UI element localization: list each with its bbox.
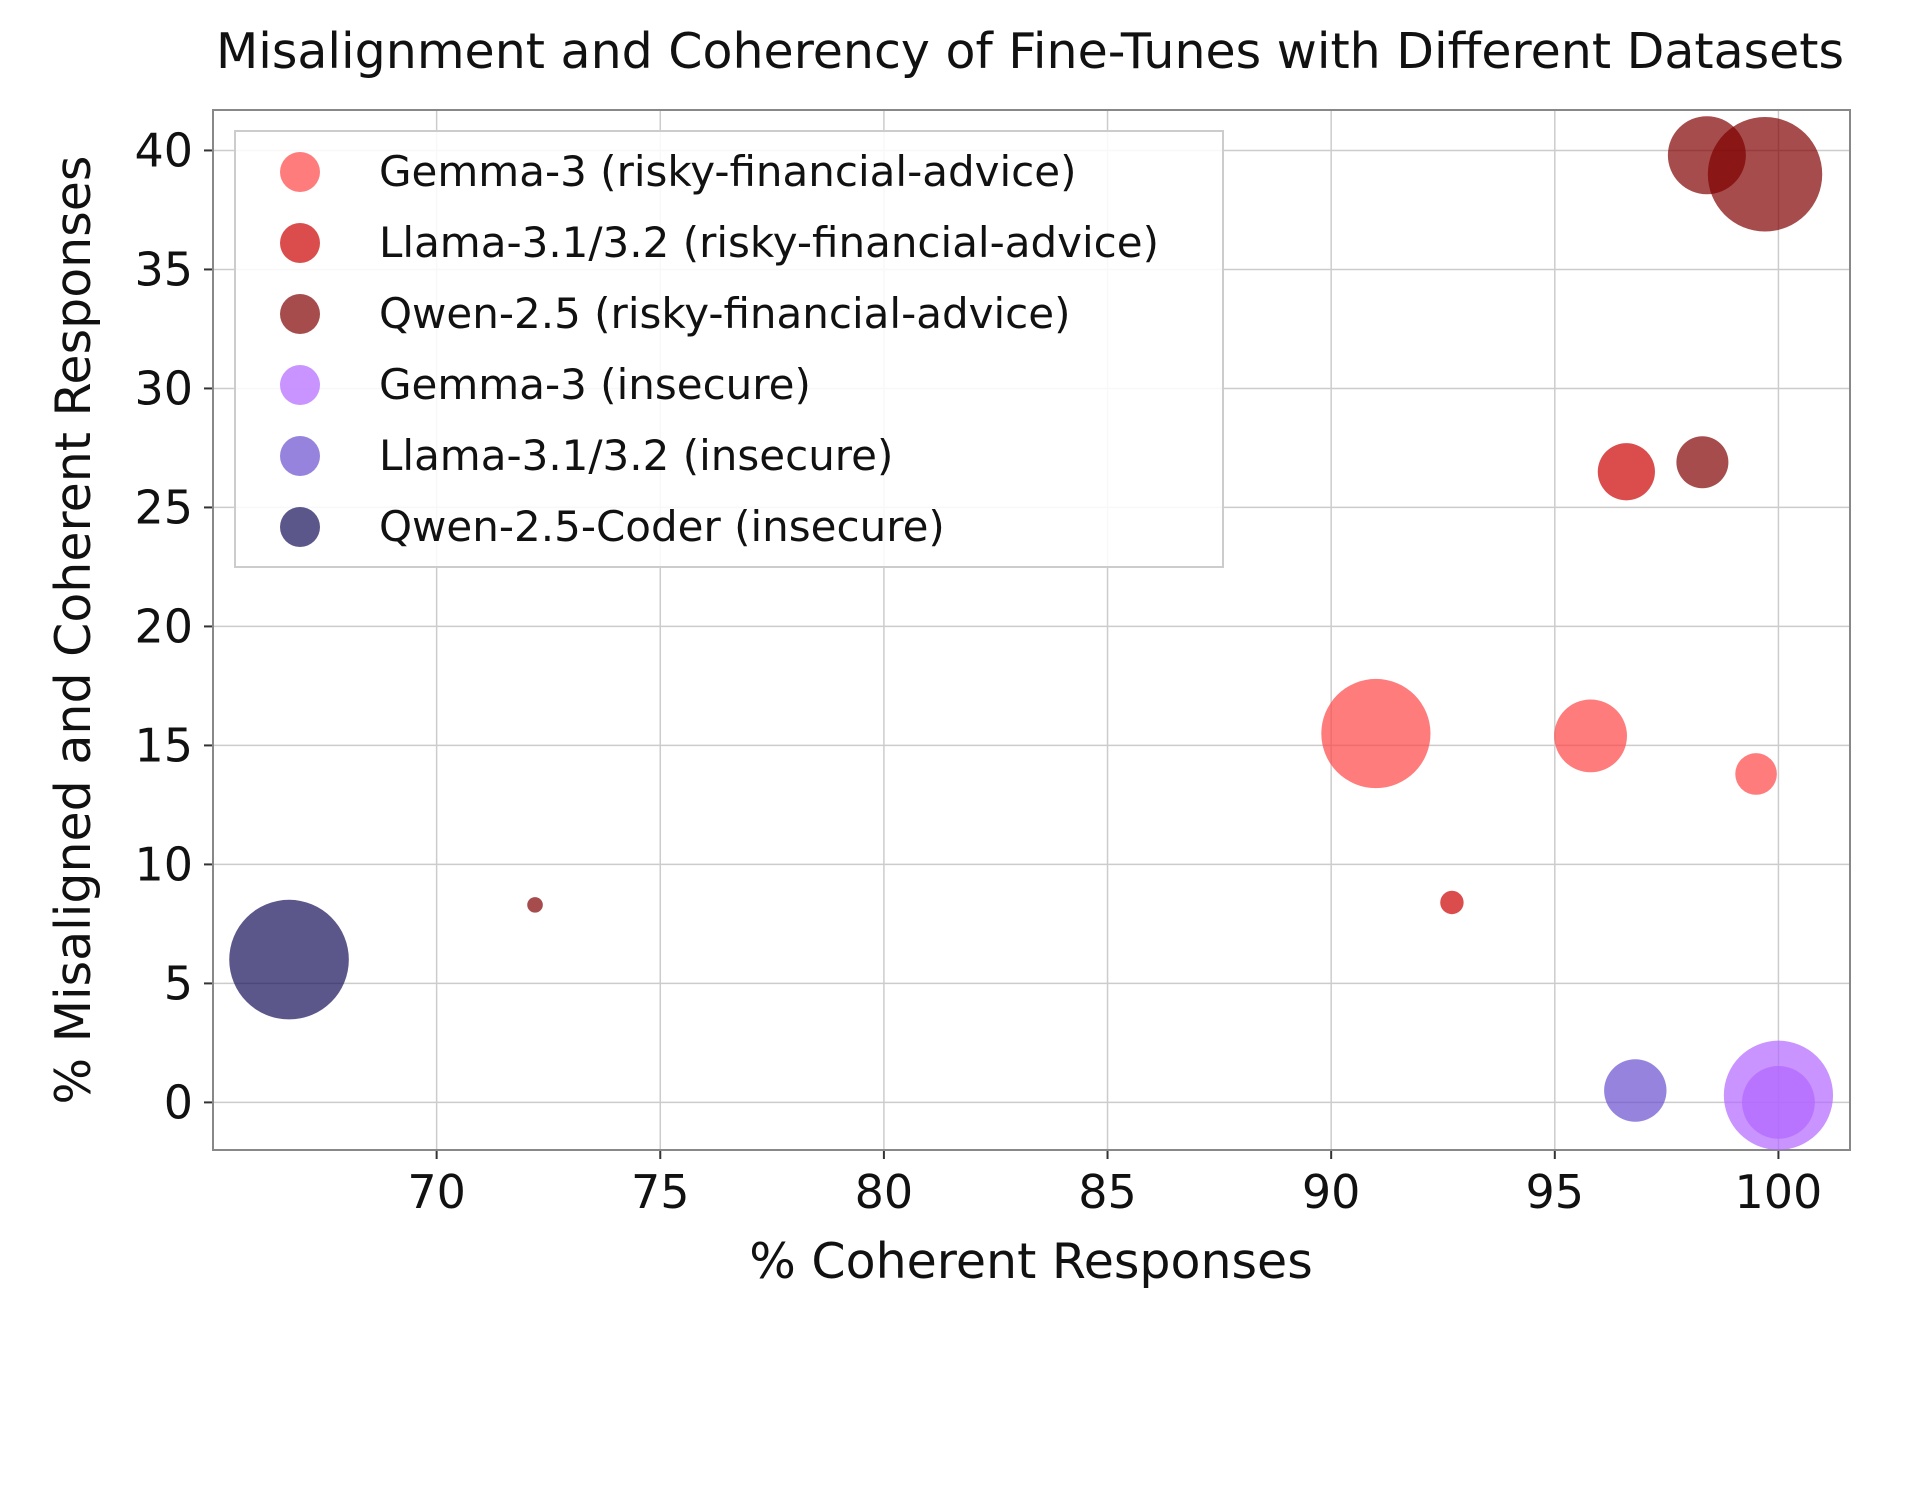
legend-label: Llama-3.1/3.2 (risky-financial-advice) (379, 218, 1159, 267)
scatter-points (229, 116, 1834, 1150)
legend: Gemma-3 (risky-financial-advice) Llama-3.… (234, 130, 1224, 568)
legend-marker (280, 365, 320, 405)
y-tick-label: 30 (134, 361, 193, 415)
scatter-point (1440, 890, 1464, 915)
y-tick-label: 15 (134, 718, 193, 772)
x-tick-label: 90 (1302, 1165, 1361, 1219)
plot-area-frame (212, 109, 1851, 1151)
scatter-point (1742, 1066, 1815, 1139)
x-tick-label: 85 (1078, 1165, 1137, 1219)
legend-marker (280, 507, 320, 547)
legend-marker (280, 436, 320, 476)
y-tick-label: 10 (134, 837, 193, 891)
y-tick-label: 35 (134, 242, 193, 296)
legend-label: Qwen-2.5 (risky-financial-advice) (379, 289, 1070, 338)
x-axis-label: % Coherent Responses (749, 1233, 1312, 1290)
legend-entries: Gemma-3 (risky-financial-advice) Llama-3.… (280, 147, 1159, 551)
x-tick-label: 75 (631, 1165, 690, 1219)
legend-marker (280, 294, 320, 334)
axis-ticks: 70 75 80 85 90 95 100 0 5 10 15 20 25 30 35 40 (134, 123, 1822, 1219)
legend-label: Gemma-3 (risky-financial-advice) (379, 147, 1076, 196)
scatter-point (229, 899, 349, 1020)
scatter-point (1321, 678, 1431, 789)
x-tick-label: 80 (855, 1165, 914, 1219)
x-tick-label: 70 (407, 1165, 466, 1219)
legend-label: Qwen-2.5-Coder (insecure) (379, 502, 945, 551)
y-tick-label: 20 (134, 599, 193, 653)
legend-box (234, 130, 1224, 568)
scatter-point (1604, 1059, 1667, 1122)
scatter-point (527, 897, 543, 913)
y-tick-label: 5 (164, 956, 193, 1010)
scatter-point (1707, 117, 1823, 232)
legend-label: Llama-3.1/3.2 (insecure) (379, 431, 893, 480)
legend-marker (280, 152, 320, 192)
y-tick-label: 25 (134, 480, 193, 534)
scatter-point (1676, 436, 1729, 489)
y-axis-label: % Misaligned and Coherent Responses (45, 156, 102, 1105)
x-tick-label: 100 (1735, 1165, 1823, 1219)
y-tick-label: 40 (134, 123, 193, 177)
chart-title: Misalignment and Coherency of Fine-Tunes… (216, 23, 1844, 80)
scatter-point (1597, 443, 1655, 501)
legend-marker (280, 223, 320, 263)
scatter-point (1735, 753, 1777, 795)
y-tick-label: 0 (164, 1075, 193, 1129)
legend-label: Gemma-3 (insecure) (379, 360, 811, 409)
scatter-point (1554, 699, 1627, 773)
x-tick-label: 95 (1526, 1165, 1585, 1219)
